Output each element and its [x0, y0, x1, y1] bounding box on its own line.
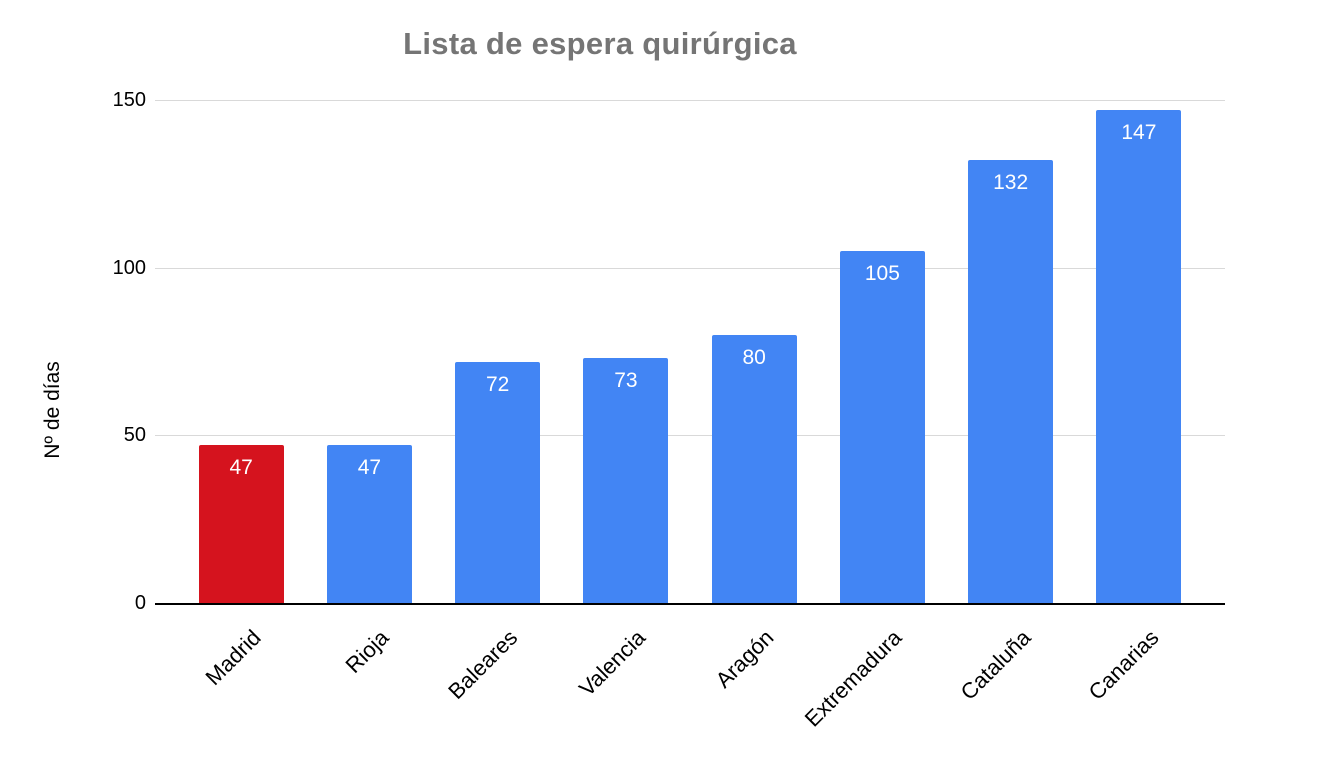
x-slot-valencia: Valencia [562, 605, 690, 760]
x-slot-extremadura: Extremadura [800, 605, 946, 760]
plot-area: 47 47 72 73 80 105 132 147 [155, 100, 1225, 605]
bar-value-label-aragon: 80 [742, 345, 766, 369]
x-slot-aragon: Aragón [690, 605, 818, 760]
y-tick-label-150: 150 [112, 89, 146, 111]
gridline-150 [155, 100, 1225, 101]
bar-value-label-rioja: 47 [357, 456, 382, 480]
x-slot-madrid: Madrid [177, 605, 305, 760]
bar-value-label-cataluna: 132 [993, 171, 1029, 195]
bars-container: 47 47 72 73 80 105 132 147 [155, 100, 1225, 603]
y-tick-label-50: 50 [123, 424, 146, 447]
x-tick-label-baleares: Baleares [443, 624, 523, 704]
bar-value-label-valencia: 73 [614, 369, 638, 393]
bar-slot-canarias: 147 [1075, 100, 1203, 603]
x-tick-label-madrid: Madrid [200, 624, 266, 691]
bar-slot-valencia: 73 [562, 100, 690, 603]
x-axis-labels: Madrid Rioja Baleares Valencia Aragón Extrema… [155, 605, 1225, 760]
x-tick-label-valencia: Valencia [574, 624, 651, 702]
bar-slot-cataluna: 132 [947, 100, 1075, 603]
x-slot-rioja: Rioja [305, 605, 433, 760]
bar-slot-extremadura: 105 [818, 100, 946, 603]
chart-title: Lista de espera quirúrgica [403, 26, 797, 61]
bar-value-label-baleares: 72 [485, 372, 510, 396]
x-tick-label-aragon: Aragón [710, 624, 779, 693]
bar-value-label-madrid: 47 [229, 456, 253, 480]
bar-canarias: 147 [1096, 110, 1182, 603]
y-tick-label-100: 100 [112, 256, 146, 279]
x-tick-label-canarias: Canarias [1083, 624, 1164, 705]
bar-slot-aragon: 80 [690, 100, 818, 603]
gridline-50 [155, 435, 1225, 437]
bar-slot-madrid: 47 [177, 100, 305, 603]
bar-cataluna: 132 [968, 160, 1054, 603]
bar-aragon: 80 [711, 334, 797, 603]
gridline-100 [155, 267, 1225, 269]
x-tick-label-rioja: Rioja [340, 624, 394, 678]
y-tick-label-0: 0 [134, 592, 146, 614]
bar-baleares: 72 [455, 361, 541, 603]
x-tick-label-cataluna: Cataluña [955, 624, 1036, 705]
bar-extremadura: 105 [839, 250, 925, 603]
bar-slot-rioja: 47 [305, 100, 433, 603]
bar-valencia: 73 [583, 358, 669, 603]
y-axis-ticks: 0 50 100 150 [60, 90, 146, 613]
x-slot-cataluna: Cataluña [947, 605, 1075, 760]
bar-slot-baleares: 72 [434, 100, 562, 603]
x-slot-baleares: Baleares [434, 605, 562, 760]
bar-madrid: 47 [198, 445, 284, 603]
x-slot-canarias: Canarias [1075, 605, 1203, 760]
bar-value-label-extremadura: 105 [864, 261, 900, 285]
bar-value-label-canarias: 147 [1121, 121, 1157, 145]
bar-rioja: 47 [326, 445, 412, 603]
